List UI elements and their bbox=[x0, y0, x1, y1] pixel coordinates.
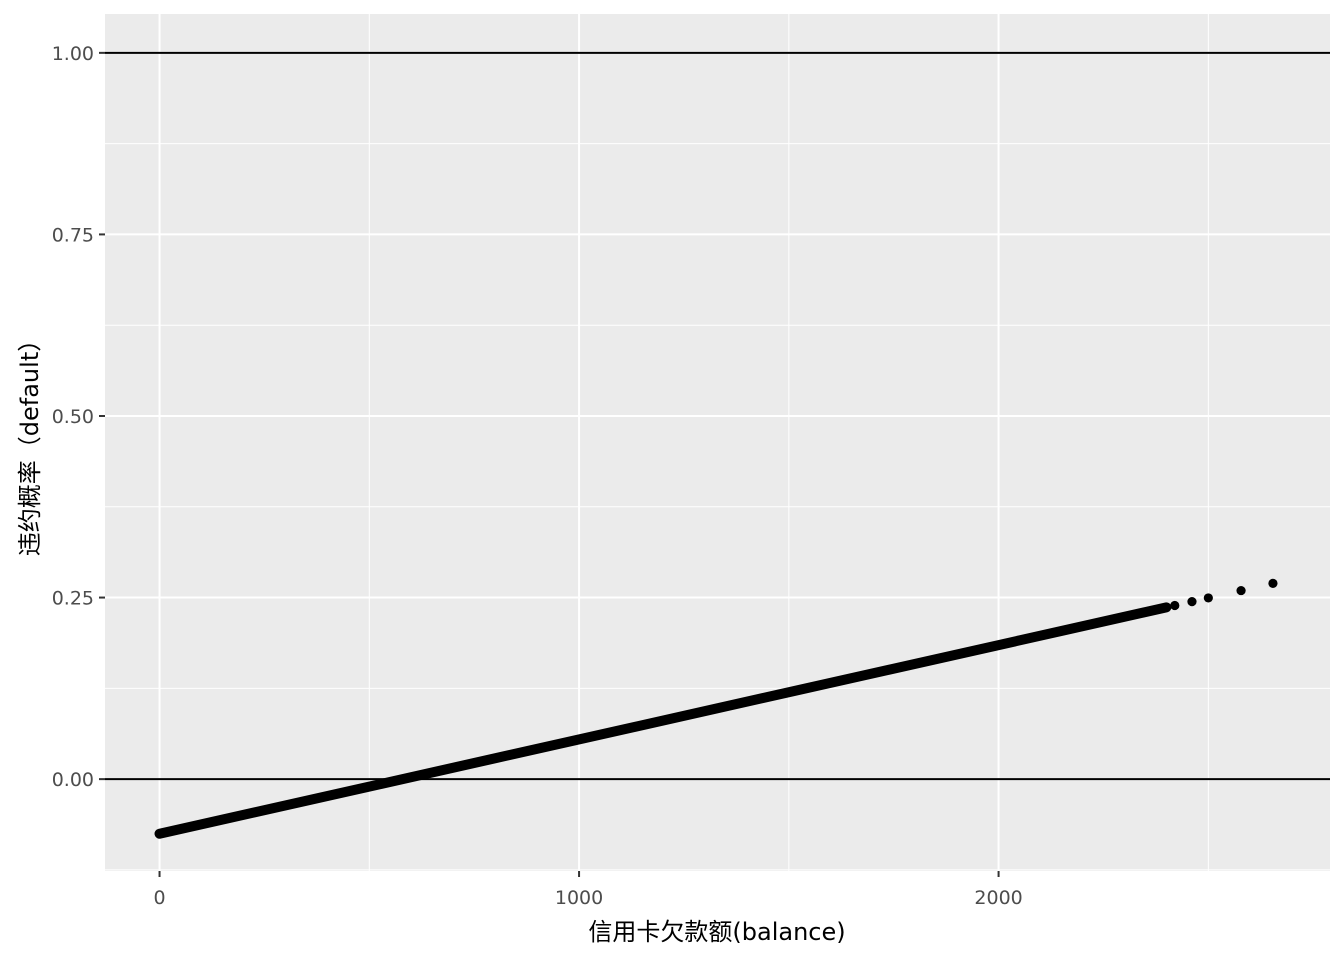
data-point bbox=[574, 734, 584, 744]
data-point bbox=[658, 715, 668, 726]
data-point bbox=[952, 649, 962, 660]
y-tick-label: 1.00 bbox=[52, 43, 94, 65]
data-point bbox=[196, 819, 207, 829]
data-point bbox=[406, 772, 416, 782]
data-point bbox=[280, 800, 290, 811]
minor-gridlines bbox=[105, 14, 1330, 871]
data-point bbox=[1268, 578, 1278, 588]
y-axis: 0.00 0.25 0.50 0.75 1.00 bbox=[52, 43, 105, 791]
x-tick-label: 1000 bbox=[555, 887, 603, 909]
x-tick-label: 0 bbox=[153, 887, 165, 909]
data-point bbox=[532, 744, 542, 754]
plot-panel bbox=[105, 14, 1330, 871]
data-point bbox=[1132, 609, 1142, 619]
data-point bbox=[364, 782, 374, 792]
data-point bbox=[490, 753, 500, 763]
data-point bbox=[1035, 631, 1046, 641]
data-point bbox=[1157, 603, 1167, 613]
x-tick-label: 2000 bbox=[974, 887, 1022, 909]
data-point bbox=[868, 668, 878, 678]
data-point bbox=[1098, 616, 1109, 627]
data-point bbox=[910, 659, 920, 669]
data-point bbox=[742, 697, 752, 707]
data-point bbox=[616, 725, 626, 735]
y-tick-label: 0.50 bbox=[52, 406, 94, 428]
data-point bbox=[700, 706, 710, 716]
data-point bbox=[1077, 621, 1088, 631]
x-axis-title: 信用卡欠款额(balance) bbox=[588, 918, 845, 946]
data-point bbox=[1056, 626, 1067, 636]
data-point bbox=[993, 640, 1004, 650]
data-points bbox=[154, 578, 1278, 839]
y-axis-title: 违约概率（default） bbox=[16, 328, 44, 556]
data-point bbox=[238, 810, 249, 820]
data-point bbox=[1119, 612, 1130, 622]
data-point bbox=[1170, 600, 1180, 611]
y-tick-label: 0.00 bbox=[52, 769, 94, 791]
data-point bbox=[1203, 593, 1213, 603]
reference-lines bbox=[105, 51, 1330, 781]
data-point bbox=[1145, 606, 1155, 616]
data-point bbox=[826, 678, 836, 688]
data-point bbox=[1187, 597, 1197, 607]
y-tick-label: 0.25 bbox=[52, 588, 94, 610]
y-tick-label: 0.75 bbox=[52, 224, 94, 246]
data-point bbox=[1236, 585, 1246, 596]
data-point bbox=[322, 791, 332, 801]
data-point bbox=[784, 687, 794, 697]
x-axis: 0 1000 2000 bbox=[153, 871, 1023, 909]
data-point bbox=[448, 763, 458, 773]
data-point bbox=[1014, 635, 1025, 645]
data-point bbox=[154, 829, 165, 839]
